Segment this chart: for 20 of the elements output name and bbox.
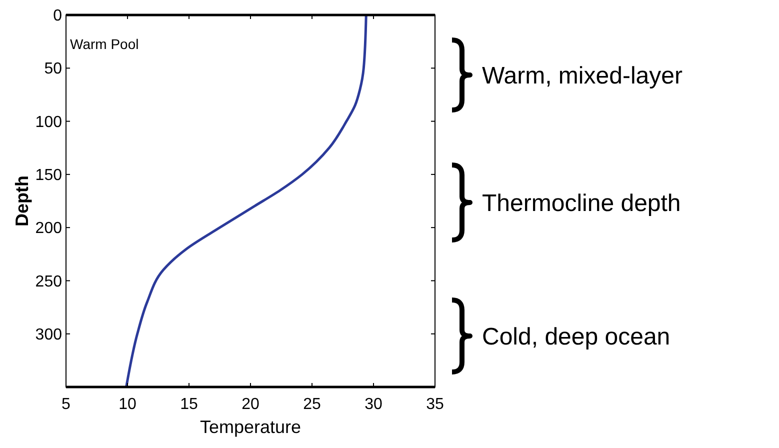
text: Thermocline depth bbox=[482, 190, 681, 217]
x-tick-label: 35 bbox=[426, 396, 444, 413]
y-tick-label: 100 bbox=[35, 114, 62, 131]
y-tick-label: 50 bbox=[44, 60, 62, 78]
x-tick-label: 15 bbox=[180, 396, 198, 413]
y-tick-label: 0 bbox=[53, 8, 62, 25]
y-tick-label: 200 bbox=[35, 220, 62, 238]
annotation: Warm Pool bbox=[70, 36, 139, 52]
text: Cold, deep ocean bbox=[482, 323, 670, 350]
x-tick-label: 30 bbox=[364, 396, 382, 413]
x-tick-label: 20 bbox=[242, 396, 260, 413]
x-tick-label: 10 bbox=[118, 396, 136, 413]
x-tick-label: 5 bbox=[62, 396, 71, 413]
x-axis-title: Temperature bbox=[200, 417, 302, 437]
x-tick-label: 25 bbox=[303, 396, 321, 413]
y-tick-label: 300 bbox=[35, 326, 62, 344]
y-tick-label: 150 bbox=[35, 167, 62, 184]
y-tick-label: 250 bbox=[35, 273, 62, 290]
y-axis-title: Depth bbox=[12, 176, 32, 226]
text: Warm, mixed-layer bbox=[482, 62, 682, 90]
